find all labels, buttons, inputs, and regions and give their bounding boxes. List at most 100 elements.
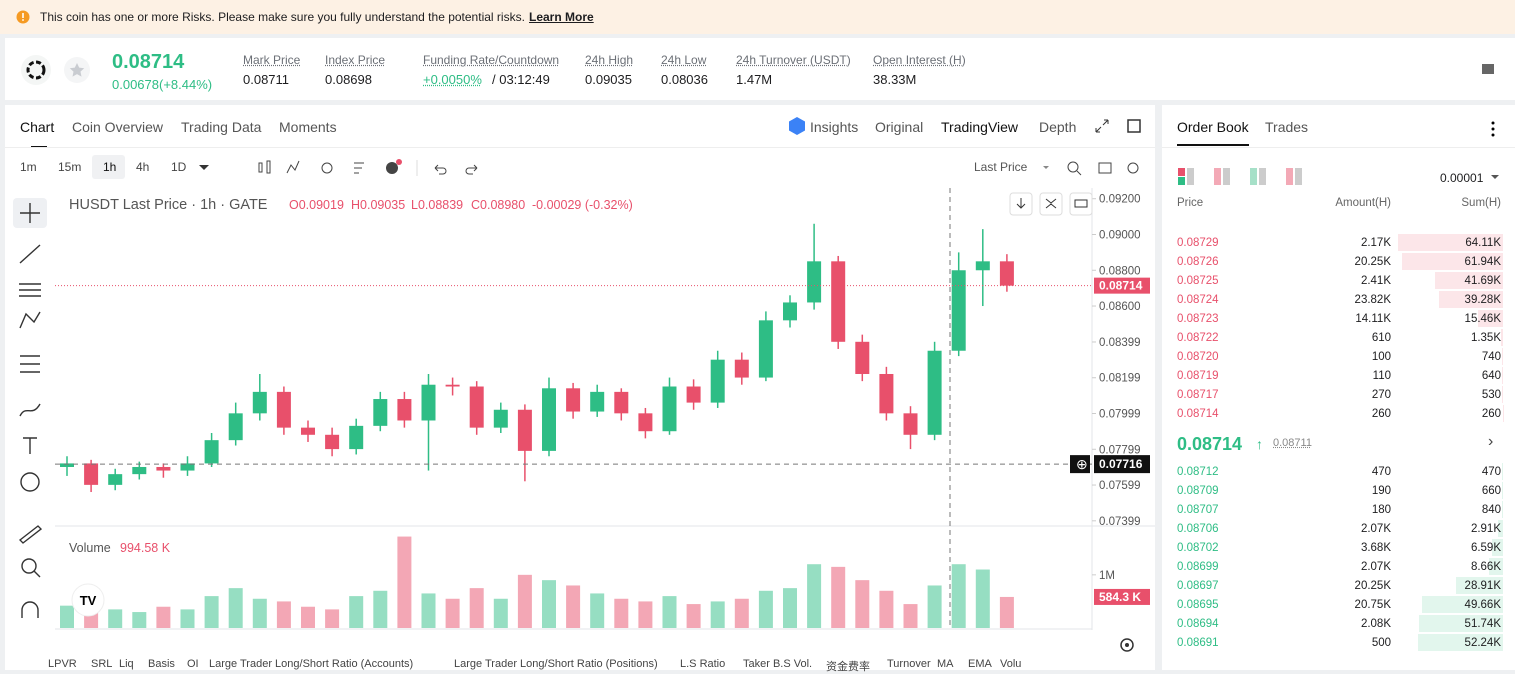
book-tab[interactable]: Trades	[1265, 119, 1308, 135]
volume-bar	[494, 599, 508, 628]
last-price-label: 0.08714	[1099, 279, 1143, 293]
candle-body	[566, 388, 580, 411]
amount: 23.82K	[1355, 294, 1391, 306]
volume-bar	[735, 599, 749, 628]
y-tick-label: 0.09000	[1099, 229, 1141, 241]
ohlc-value: C0.08980	[471, 198, 525, 212]
depth-bar	[1502, 386, 1503, 403]
view-tab[interactable]: Original	[875, 119, 923, 135]
indicator[interactable]: LPVR	[48, 658, 77, 670]
price-chart: 0.092000.090000.088000.086000.083990.081…	[55, 188, 1155, 630]
candle-body	[711, 360, 725, 403]
interval[interactable]: 1h	[103, 160, 116, 174]
last-price: 0.08714	[112, 51, 184, 74]
amount: 2.41K	[1361, 275, 1391, 287]
column-header: Sum(H)	[1461, 197, 1501, 209]
sum: 39.28K	[1465, 294, 1501, 306]
volume-bar	[542, 580, 556, 628]
book-icon[interactable]	[1481, 62, 1495, 76]
candle-body	[132, 467, 146, 474]
candle-body	[590, 392, 604, 412]
candle-body	[373, 399, 387, 426]
indicator[interactable]: Basis	[148, 658, 175, 670]
view-tab[interactable]: Insights	[810, 119, 858, 135]
indicator[interactable]: Large Trader Long/Short Ratio (Positions…	[454, 658, 658, 670]
indicator[interactable]: Large Trader Long/Short Ratio (Accounts)	[209, 658, 413, 670]
amount: 20.75K	[1355, 599, 1391, 611]
interval[interactable]: 15m	[58, 160, 81, 174]
depth-bar	[1501, 329, 1503, 346]
price: 0.08706	[1177, 523, 1219, 535]
sum: 840	[1482, 504, 1501, 516]
view-tab[interactable]: Depth	[1039, 119, 1076, 135]
indicator[interactable]: Liq	[119, 658, 134, 670]
candle-body	[638, 413, 652, 431]
indicator[interactable]: Taker B.S Vol.	[743, 658, 812, 670]
interval[interactable]: 1D	[171, 160, 186, 174]
volume-bar	[301, 607, 315, 628]
svg-text:TV: TV	[80, 593, 97, 608]
column-header: Amount(H)	[1335, 197, 1391, 209]
precision[interactable]: 0.00001	[1440, 171, 1483, 185]
banner-text: This coin has one or more Risks. Please …	[40, 10, 525, 24]
chart-legend-title: HUSDT Last Price · 1h · GATE	[69, 197, 268, 213]
more-icon[interactable]	[1484, 119, 1504, 139]
depth-bar	[1502, 348, 1503, 365]
stat-label: Index Price	[325, 53, 385, 67]
indicator[interactable]: L.S Ratio	[680, 658, 725, 670]
amount: 3.68K	[1361, 542, 1391, 554]
indicator[interactable]: 资金费率	[826, 658, 870, 674]
candle-body	[205, 440, 219, 463]
amount: 610	[1372, 332, 1391, 344]
favorite[interactable]	[63, 56, 91, 84]
candle-body	[904, 413, 918, 434]
volume-bar	[614, 599, 628, 628]
candle-body	[855, 342, 869, 374]
volume-bar	[349, 596, 363, 628]
candle-body	[759, 320, 773, 377]
settings-icon[interactable]	[1117, 635, 1137, 655]
candle-body	[446, 385, 460, 387]
price: 0.08729	[1177, 237, 1219, 249]
interval[interactable]: 1m	[20, 160, 37, 174]
ohlc-value: L0.08839	[411, 198, 463, 212]
book-tab[interactable]: Order Book	[1177, 119, 1249, 135]
chart-tab[interactable]: Chart	[20, 119, 54, 135]
indicator[interactable]: OI	[187, 658, 199, 670]
volume-bar	[277, 601, 291, 628]
indicator[interactable]: SRL	[91, 658, 112, 670]
price: 0.08714	[1177, 408, 1219, 420]
indicator[interactable]: Volu	[1000, 658, 1021, 670]
stat-extra: / 03:12:49	[492, 72, 550, 87]
candle-body	[928, 351, 942, 435]
volume-bar	[446, 599, 460, 628]
chart-tab[interactable]: Trading Data	[181, 119, 261, 135]
chart-tab[interactable]: Moments	[279, 119, 337, 135]
indicator[interactable]: MA	[937, 658, 954, 670]
interval[interactable]: 4h	[136, 160, 149, 174]
stat-label: 24h Turnover (USDT)	[736, 53, 851, 67]
stat-value: 0.09035	[585, 72, 632, 87]
dropdown-icon	[199, 165, 209, 175]
sum: 530	[1482, 389, 1501, 401]
sum: 470	[1482, 466, 1501, 478]
chart-tab[interactable]: Coin Overview	[72, 119, 163, 135]
indicator-bar: LPVR SRL Liq Basis OI Large Trader Long/Short…	[5, 655, 1155, 670]
indicator[interactable]: EMA	[968, 658, 992, 670]
divider	[1162, 147, 1515, 148]
sum: 640	[1482, 370, 1501, 382]
indicator[interactable]: Turnover	[887, 658, 931, 670]
mid-arrow: ↑	[1256, 436, 1263, 452]
candle-body	[494, 410, 508, 428]
price: 0.08722	[1177, 332, 1219, 344]
volume-bar	[229, 588, 243, 628]
amount: 470	[1372, 466, 1391, 478]
learn-more[interactable]: Learn More	[529, 10, 594, 24]
amount: 2.07K	[1361, 561, 1391, 573]
amount: 500	[1372, 637, 1391, 649]
y-tick-label: 0.08399	[1099, 337, 1141, 349]
stat-value: +0.0050%	[423, 72, 482, 87]
view-tab[interactable]: TradingView	[941, 119, 1018, 135]
amount: 20.25K	[1355, 580, 1391, 592]
plus-icon: ⊕	[1076, 456, 1088, 472]
